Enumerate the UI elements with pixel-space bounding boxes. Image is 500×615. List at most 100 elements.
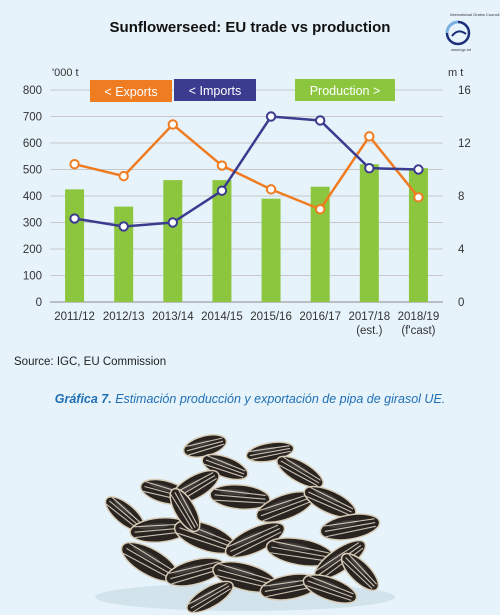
seed [224,521,286,559]
seed-stripe [309,575,354,595]
seed-stripe [214,494,266,500]
seed-highlight [138,523,169,530]
seed-highlight [210,457,233,467]
caption-lead: Gráfica 7. [54,392,112,406]
left-tick-label: 100 [23,271,42,283]
chart-title: Sunflowerseed: EU trade vs production [110,19,391,36]
seed-stripe [323,518,375,527]
seed-stripe [230,528,280,552]
igc-logo: International Grains Council www.igc.int [445,12,499,52]
seed-stripe [272,540,330,554]
seed-stripe [207,455,246,472]
imports-point [265,111,277,122]
sunflower-seeds-photo [0,412,500,615]
seed-stripe [227,524,279,548]
seed-highlight [232,531,262,547]
seed-stripe [270,552,328,562]
seed-stripe [232,531,282,557]
legend-production-box [295,79,395,101]
left-tick-label: 400 [23,191,42,203]
sunflower-seeds-illustration [95,434,395,614]
seed-stripe [217,569,273,585]
left-tick-label: 700 [23,112,42,124]
seed-stripe [109,500,141,528]
seed-stripe [325,525,376,538]
production-bar [261,198,281,302]
left-tick-label: 800 [23,85,42,97]
production-bar [163,180,183,302]
seed-stripe [308,491,352,513]
exports-point [69,159,80,170]
x-tick-label: 2011/12 [54,311,95,323]
seed-stripe [310,486,354,510]
seed-stripe [129,542,176,573]
production-bar [359,164,379,302]
exports-point [413,192,424,203]
production-bar [212,180,232,302]
seed-highlight [223,565,256,577]
seed-highlight [173,564,203,575]
right-tick-label: 12 [458,138,471,150]
chart-panel: Sunflowerseed: EU trade vs production '0… [14,12,500,368]
seed-highlight [149,482,174,492]
x-tick-label: 2014/15 [201,311,243,323]
imports-point [216,185,228,196]
x-tick-label: 2016/17 [299,311,341,323]
x-tick-label: 2012/13 [103,311,145,323]
figure-caption: Gráfica 7. Estimación producción y expor… [0,392,500,406]
seed-highlight [328,519,359,528]
seed-stripe [106,503,139,530]
x-tick-label: 2015/16 [250,311,292,323]
seed-highlight [312,578,340,589]
source-note: Source: IGC, EU Commission [14,356,167,368]
seed-highlight [132,546,161,564]
seed-stripe [249,447,291,457]
seed-highlight [268,579,299,588]
imports-point [364,162,375,174]
right-axis-unit: m t [448,67,463,79]
seed [340,552,380,592]
seed-stripe [249,445,290,453]
lines-layer [69,111,424,232]
seed-stripe [204,463,244,478]
seed-stripe [177,532,230,551]
seed-stripe [282,456,322,481]
imports-point [69,213,80,224]
seed-stripe [342,560,373,590]
seed-stripe [185,437,223,448]
seed-stripe [262,501,311,522]
legend-production-label: Production > [310,84,381,98]
x-tick-sublabel: (f'cast) [401,325,435,337]
legend-exports-box [90,80,172,102]
imports-line [74,115,419,228]
imports-point [118,221,129,232]
seed [209,484,271,510]
seed-highlight [320,551,346,570]
right-tick-label: 8 [458,191,464,203]
seed-highlight [179,493,193,515]
x-tick-sublabel: (est.) [356,325,382,337]
chart: Sunflowerseed: EU trade vs production '0… [22,12,500,337]
seed-stripe [307,580,353,598]
right-tick-label: 16 [458,85,471,97]
x-tick-label: 2017/18 [349,311,391,323]
seed-stripe [305,584,352,601]
seed-stripe [179,527,231,547]
x-tick-label: 2013/14 [152,311,194,323]
production-bar [114,206,134,302]
seed-stripe [219,563,274,581]
seed-stripe [318,544,362,576]
exports-point [314,204,326,215]
seed-highlight [219,489,250,496]
seed-highlight [277,541,311,551]
seed [169,487,201,533]
seed-highlight [114,500,133,517]
seed-stripe [170,564,220,580]
seed-stripe [250,450,291,461]
seed-stripe [205,459,245,475]
seed [186,580,234,614]
seed-stripe [214,499,266,504]
seed-stripe [345,557,375,587]
legend: < Exports < Imports Production > [90,79,395,102]
seed-stripe [192,588,232,613]
